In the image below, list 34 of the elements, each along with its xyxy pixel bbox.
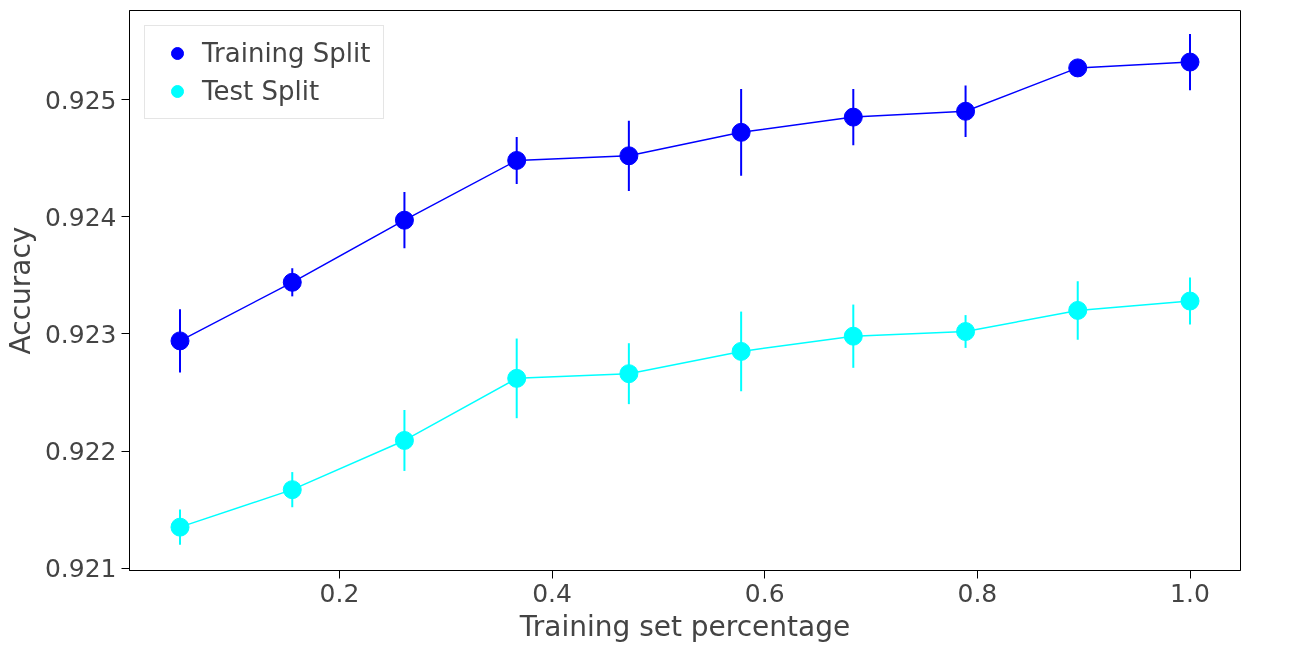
point [956,322,976,341]
point [731,341,751,361]
point [282,272,302,292]
point [731,122,751,142]
x-tick-label: 0.8 [957,578,998,608]
point [282,480,302,500]
y-tick-label: 0.922 [44,437,117,466]
x-axis-title: Training set percentage [518,609,851,643]
point [843,107,863,127]
x-tick-label: 0.6 [744,578,785,608]
point [1068,300,1088,320]
x-tick-label: 0.4 [532,578,572,608]
point [1068,58,1088,78]
point [1180,291,1200,311]
legend-label: Test Split [202,76,320,106]
point [170,331,190,351]
y-tick-label: 0.921 [44,554,117,584]
point [619,146,639,166]
point [956,101,976,121]
point [843,326,863,346]
point [170,517,190,537]
x-tick-label: 1.0 [1170,578,1210,608]
point [619,364,639,384]
legend-label: Training Split [202,38,371,68]
point [507,368,527,388]
point [507,150,527,170]
y-tick-label: 0.924 [44,202,117,232]
y-axis-title: Accuracy [3,226,37,355]
point [394,430,414,450]
x-tick-label: 0.2 [319,578,360,608]
point [1180,52,1200,72]
point [394,210,414,230]
y-tick-label: 0.923 [44,319,117,349]
y-tick-label: 0.925 [44,85,117,115]
